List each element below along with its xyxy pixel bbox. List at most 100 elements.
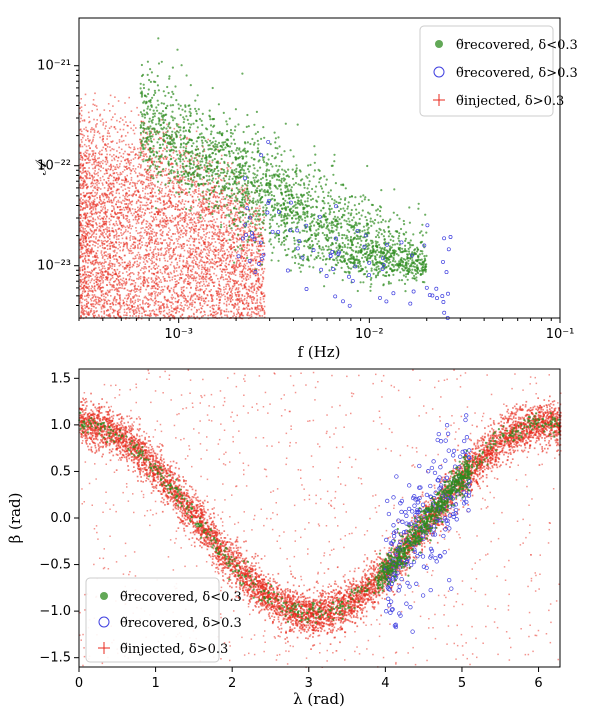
injected-point: [182, 308, 185, 311]
injected-point: [126, 314, 128, 317]
injected-point: [85, 214, 87, 216]
injected-point: [217, 182, 220, 184]
injected-point: [157, 133, 160, 135]
injected-point: [194, 293, 197, 296]
injected-point: [129, 183, 131, 185]
injected-point: [94, 241, 97, 243]
injected-point: [197, 298, 199, 300]
injected-point: [123, 268, 126, 270]
injected-point: [136, 106, 138, 109]
injected-point: [82, 169, 84, 172]
injected-point: [223, 253, 226, 255]
injected-point: [197, 247, 200, 249]
injected-point: [110, 166, 113, 169]
injected-point: [233, 246, 235, 248]
injected-point: [212, 311, 214, 313]
injected-point: [79, 248, 81, 251]
injected-point: [81, 224, 84, 227]
injected-point: [83, 267, 86, 269]
injected-point: [162, 131, 165, 134]
injected-point: [182, 310, 185, 312]
injected-point: [135, 222, 138, 225]
injected-point: [105, 195, 108, 198]
injected-point: [219, 257, 222, 260]
injected-point: [105, 213, 107, 216]
injected-point: [107, 177, 109, 179]
injected-point: [217, 257, 220, 259]
injected-point: [202, 194, 205, 197]
injected-point: [122, 171, 124, 173]
injected-point: [233, 241, 236, 244]
injected-point: [116, 181, 118, 184]
injected-point: [205, 288, 208, 290]
injected-point: [217, 308, 220, 310]
injected-point: [100, 206, 102, 208]
injected-point: [206, 294, 209, 297]
injected-point: [96, 261, 98, 263]
injected-point: [86, 294, 88, 296]
injected-point: [127, 293, 130, 295]
injected-point: [228, 285, 230, 287]
injected-point: [163, 257, 166, 260]
injected-point: [208, 250, 210, 252]
injected-point: [177, 242, 179, 245]
injected-point: [130, 179, 133, 181]
injected-point: [111, 285, 113, 288]
injected-point: [122, 249, 124, 252]
injected-point: [185, 278, 187, 280]
injected-point: [99, 150, 101, 153]
injected-point: [136, 239, 139, 242]
injected-point: [123, 261, 126, 264]
injected-point: [154, 216, 157, 218]
injected-point: [249, 217, 252, 220]
injected-point: [126, 220, 128, 222]
injected-point: [200, 256, 203, 259]
injected-point: [93, 279, 95, 282]
injected-point: [116, 293, 119, 296]
injected-point: [148, 270, 150, 273]
injected-point: [223, 244, 225, 246]
injected-point: [134, 238, 137, 240]
injected-point: [229, 255, 232, 258]
injected-point: [95, 105, 98, 107]
injected-point: [231, 247, 234, 249]
injected-point: [213, 304, 215, 307]
injected-point: [128, 164, 131, 166]
injected-point: [147, 228, 150, 230]
injected-point: [97, 164, 100, 166]
injected-point: [139, 303, 141, 306]
injected-point: [136, 317, 139, 320]
injected-point: [120, 186, 123, 188]
injected-point: [236, 182, 238, 184]
injected-point: [150, 160, 153, 162]
injected-point: [221, 207, 223, 209]
injected-point: [117, 212, 120, 214]
injected-point: [167, 251, 170, 254]
injected-point: [166, 201, 168, 204]
injected-point: [187, 171, 189, 174]
injected-point: [221, 244, 223, 247]
injected-point: [236, 245, 238, 247]
injected-point: [113, 235, 115, 237]
injected-point: [260, 244, 262, 247]
injected-point: [188, 180, 191, 182]
injected-point: [241, 235, 243, 238]
injected-point: [219, 288, 221, 290]
injected-point: [247, 311, 249, 314]
injected-point: [82, 228, 85, 230]
injected-point: [114, 113, 116, 115]
injected-point: [243, 207, 246, 210]
injected-point: [232, 232, 235, 234]
injected-point: [142, 155, 145, 157]
injected-point: [195, 225, 197, 227]
injected-point: [215, 254, 217, 256]
injected-point: [241, 273, 244, 276]
injected-point: [130, 272, 132, 274]
injected-point: [130, 250, 133, 252]
injected-point: [204, 271, 207, 273]
injected-point: [114, 168, 116, 171]
injected-point: [149, 304, 151, 306]
injected-point: [98, 152, 100, 154]
injected-point: [103, 212, 105, 214]
injected-point: [127, 221, 130, 224]
